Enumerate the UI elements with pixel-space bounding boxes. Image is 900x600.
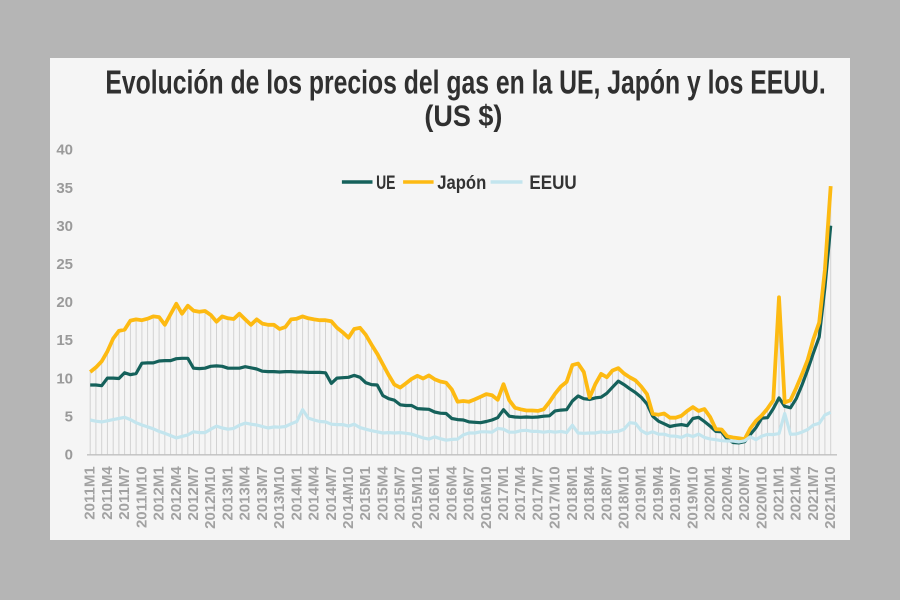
svg-text:2019M1: 2019M1 — [633, 466, 650, 520]
svg-text:2018M1: 2018M1 — [564, 466, 581, 520]
svg-text:2014M4: 2014M4 — [306, 466, 323, 521]
svg-text:2021M7: 2021M7 — [805, 466, 822, 520]
svg-text:2019M4: 2019M4 — [650, 466, 667, 521]
svg-text:2016M10: 2016M10 — [478, 466, 495, 529]
svg-text:2016M7: 2016M7 — [461, 466, 478, 520]
svg-text:2019M10: 2019M10 — [684, 466, 701, 529]
svg-text:Evolución de los precios del g: Evolución de los precios del gas en la U… — [105, 65, 825, 101]
svg-text:2020M7: 2020M7 — [736, 466, 753, 520]
svg-text:40: 40 — [56, 142, 73, 159]
svg-text:2011M1: 2011M1 — [82, 466, 99, 519]
svg-text:2017M4: 2017M4 — [512, 466, 529, 521]
svg-text:2016M1: 2016M1 — [426, 466, 443, 520]
svg-text:2020M1: 2020M1 — [702, 466, 719, 520]
svg-text:2014M1: 2014M1 — [288, 466, 305, 520]
svg-text:2014M7: 2014M7 — [323, 466, 340, 520]
svg-text:2020M10: 2020M10 — [753, 466, 770, 529]
svg-text:2014M10: 2014M10 — [340, 466, 357, 529]
svg-text:2012M4: 2012M4 — [168, 466, 185, 521]
svg-text:2019M7: 2019M7 — [667, 466, 684, 520]
svg-text:10: 10 — [56, 370, 73, 387]
svg-text:UE: UE — [376, 172, 395, 194]
svg-text:2015M7: 2015M7 — [392, 466, 409, 520]
svg-text:0: 0 — [65, 447, 73, 464]
svg-text:2020M4: 2020M4 — [719, 466, 736, 521]
svg-text:30: 30 — [56, 218, 73, 235]
svg-text:2013M10: 2013M10 — [271, 466, 288, 529]
svg-text:2021M4: 2021M4 — [788, 466, 805, 521]
svg-text:Japón: Japón — [437, 172, 486, 193]
svg-text:2017M10: 2017M10 — [547, 466, 564, 529]
svg-text:15: 15 — [56, 332, 73, 349]
svg-text:2015M10: 2015M10 — [409, 466, 426, 529]
svg-text:5: 5 — [65, 408, 73, 425]
svg-text:2018M7: 2018M7 — [598, 466, 615, 520]
svg-text:2015M1: 2015M1 — [357, 466, 374, 520]
svg-text:20: 20 — [56, 294, 73, 311]
svg-text:2016M4: 2016M4 — [443, 466, 460, 521]
svg-text:35: 35 — [56, 180, 73, 197]
svg-text:2013M1: 2013M1 — [220, 466, 237, 520]
svg-text:2021M10: 2021M10 — [822, 466, 839, 529]
svg-text:2012M7: 2012M7 — [185, 466, 202, 520]
svg-text:2017M7: 2017M7 — [529, 466, 546, 520]
svg-text:2011M7: 2011M7 — [116, 466, 133, 519]
svg-text:2012M1: 2012M1 — [151, 466, 168, 520]
svg-text:2017M1: 2017M1 — [495, 466, 512, 520]
svg-text:2011M4: 2011M4 — [99, 466, 116, 520]
svg-text:2011M10: 2011M10 — [133, 466, 150, 528]
svg-text:2021M1: 2021M1 — [771, 466, 788, 520]
svg-text:25: 25 — [56, 256, 73, 273]
svg-text:2013M4: 2013M4 — [237, 466, 254, 521]
svg-text:2013M7: 2013M7 — [254, 466, 271, 520]
svg-text:(US $): (US $) — [424, 100, 502, 134]
svg-text:EEUU: EEUU — [529, 172, 576, 193]
svg-text:2018M10: 2018M10 — [616, 466, 633, 529]
svg-text:2015M4: 2015M4 — [374, 466, 391, 521]
svg-text:2012M10: 2012M10 — [202, 466, 219, 529]
svg-text:2018M4: 2018M4 — [581, 466, 598, 521]
